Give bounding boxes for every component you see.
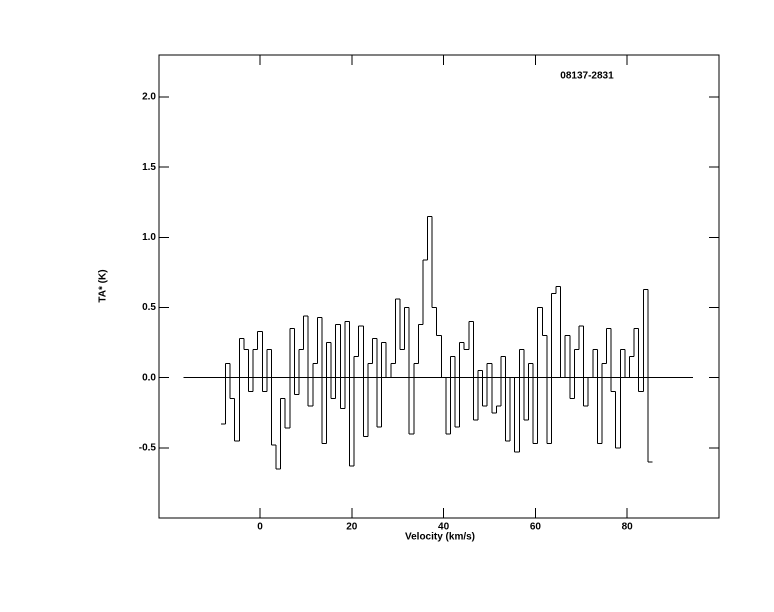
- x-tick-label: 20: [346, 522, 358, 533]
- x-tick-label: 40: [438, 522, 450, 533]
- y-tick-label: 1.5: [142, 162, 156, 173]
- y-tick-label: -0.5: [139, 442, 157, 453]
- y-axis-label: TA* (K): [98, 269, 109, 302]
- x-tick-label: 0: [257, 522, 263, 533]
- y-tick-label: 0.0: [142, 372, 156, 383]
- x-axis-label: Velocity (km/s): [405, 532, 475, 543]
- x-tick-label: 60: [530, 522, 542, 533]
- y-tick-label: 2.0: [142, 92, 156, 103]
- chart-title: 08137-2831: [560, 71, 614, 82]
- plot-frame: [158, 54, 720, 519]
- y-tick-label: 0.5: [142, 302, 156, 313]
- y-tick-label: 1.0: [142, 232, 156, 243]
- x-tick-label: 80: [622, 522, 634, 533]
